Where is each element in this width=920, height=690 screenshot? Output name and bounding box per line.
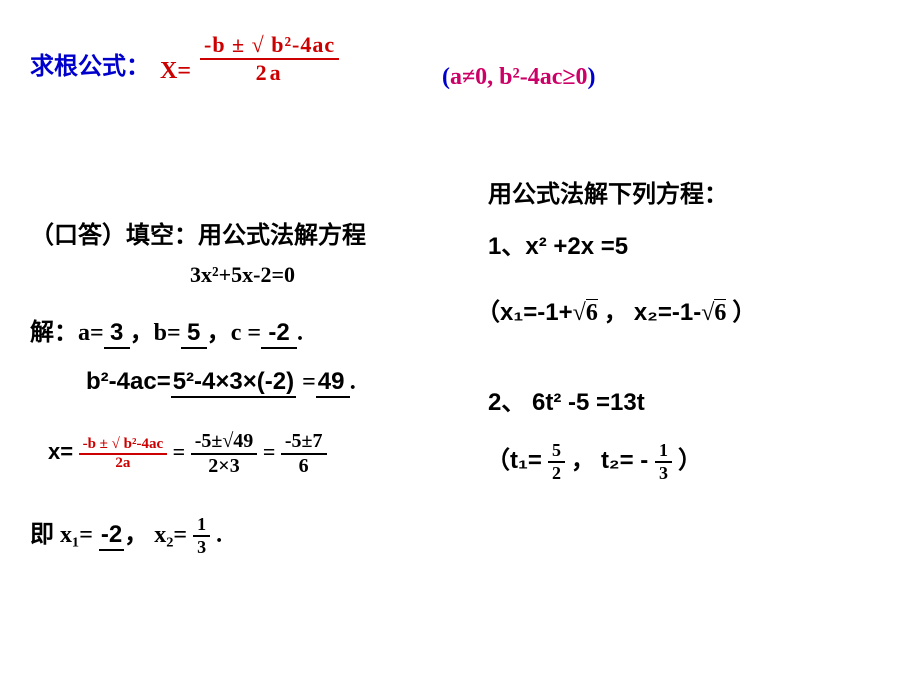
problem-2-answer: （t₁= 5 2 ， t₂= - 1 3 ）: [486, 448, 702, 474]
left-equation: 3x²+5x-2=0: [190, 262, 295, 287]
line-results: 即 x₁= -2， x₂= 1 3 .: [30, 522, 222, 548]
line-abc: 解：a=3，b=5，c =-2.: [30, 320, 303, 346]
formula-denominator: 2a: [256, 60, 284, 85]
formula-numerator: -b ± √ b²-4ac: [204, 32, 335, 57]
quadratic-formula: -b ± √ b²-4ac 2a: [200, 32, 339, 86]
formula-title: 求根公式：: [30, 54, 150, 80]
right-title: 用公式法解下列方程：: [488, 182, 728, 208]
problem-1-answer: （x₁=-1+√6 ， x₂=-1-√6 ）: [476, 300, 756, 326]
problem-2: 2、 6t² -5 =13t: [488, 389, 645, 416]
x-equals: X=: [160, 58, 191, 84]
line-discriminant: b²-4ac=5²-4×3×(-2) =49.: [86, 369, 356, 395]
left-prompt: （口答）填空：用公式法解方程: [30, 223, 366, 249]
formula-condition: (a≠0, b²-4ac≥0): [442, 64, 596, 90]
line-x-calc: x= -b ± √ b²-4ac 2a = -5±√49 2×3 = -5±7 …: [48, 439, 327, 464]
problem-1: 1、x² +2x =5: [488, 233, 628, 260]
